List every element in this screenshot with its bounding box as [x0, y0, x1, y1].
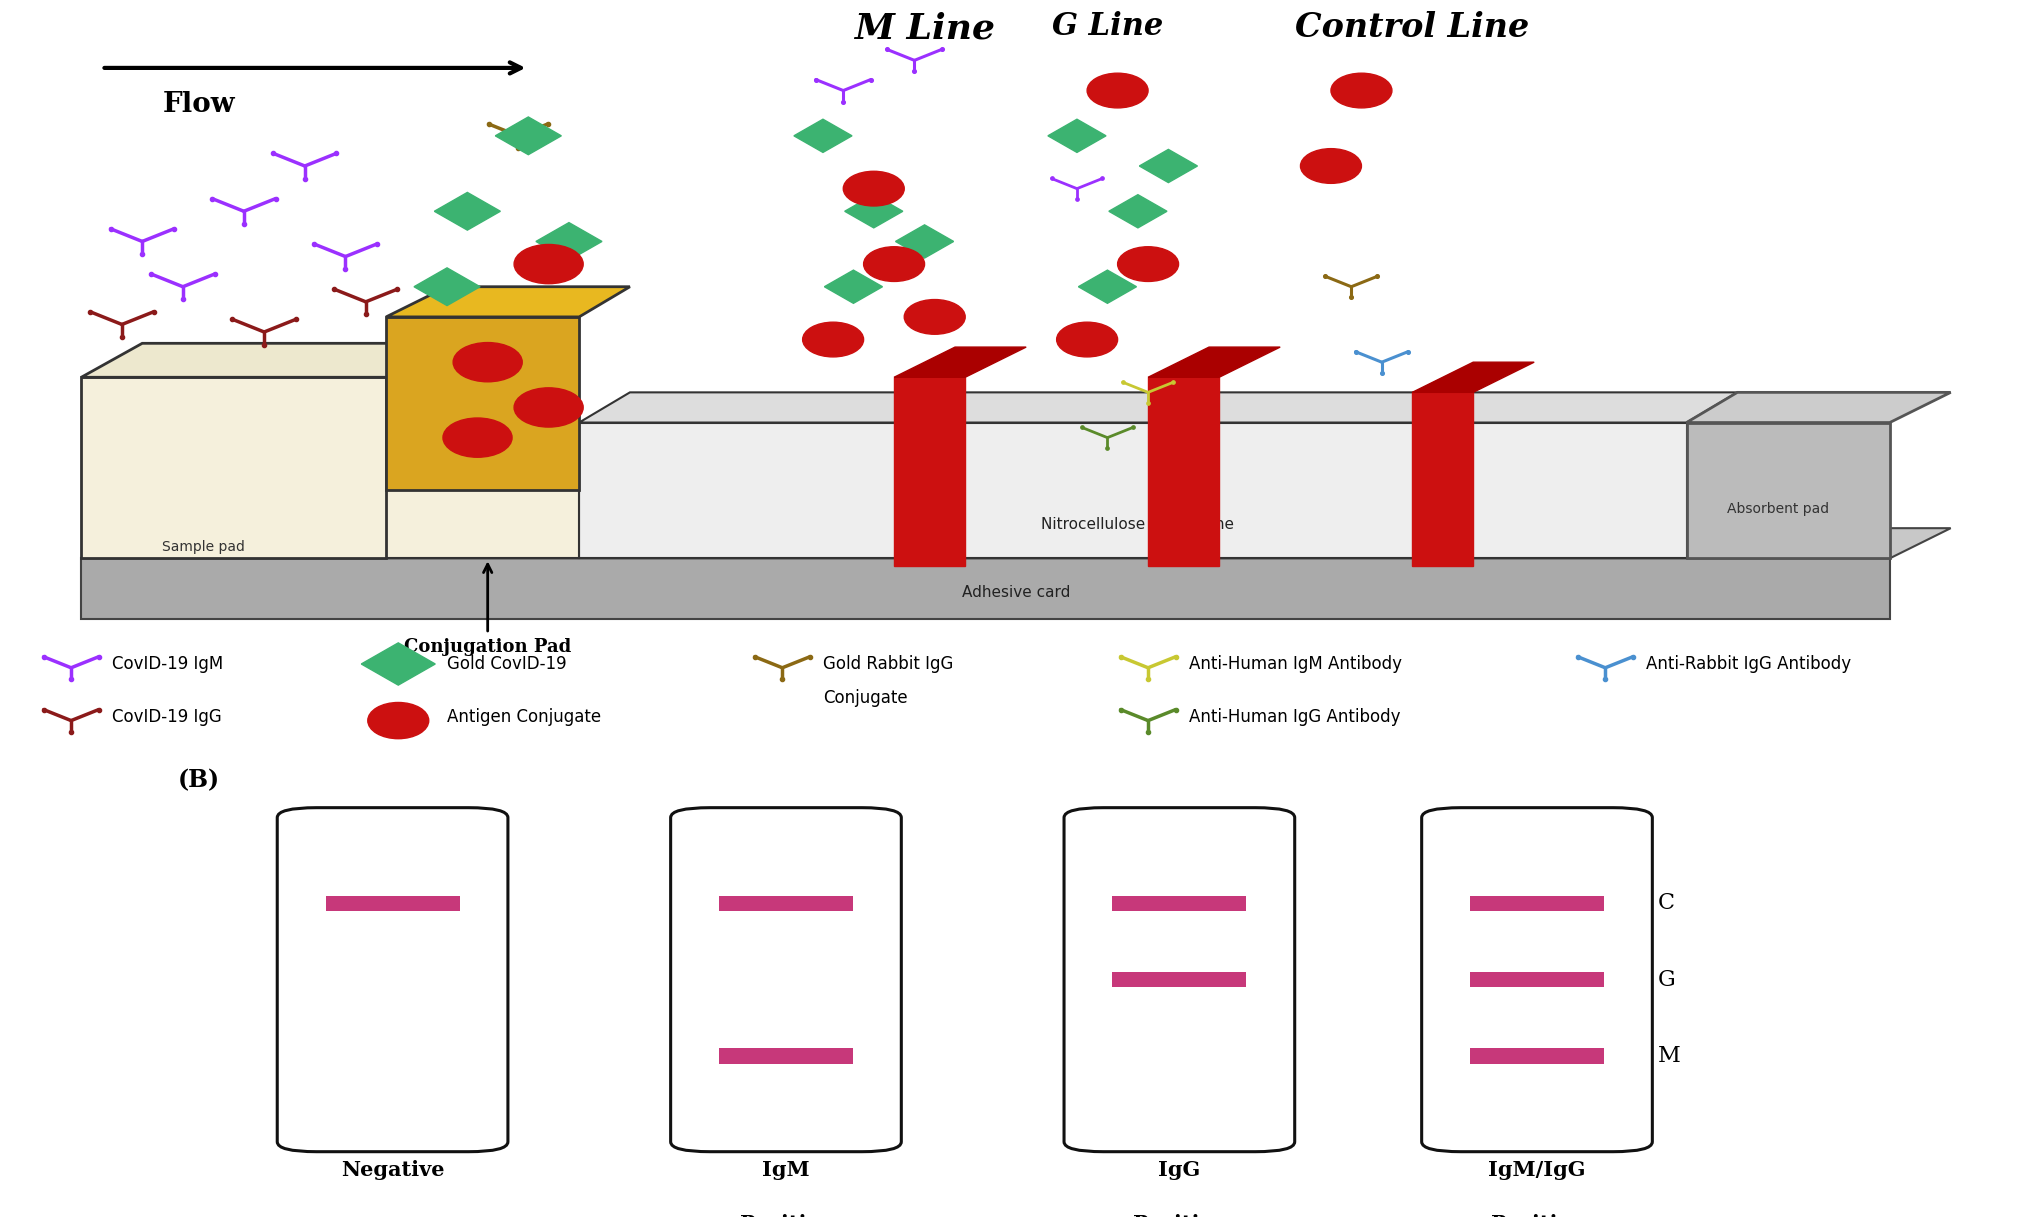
Polygon shape: [415, 268, 480, 305]
Polygon shape: [81, 559, 1890, 618]
Ellipse shape: [904, 299, 965, 335]
Polygon shape: [435, 192, 500, 230]
Text: Anti-Rabbit IgG Antibody: Anti-Rabbit IgG Antibody: [1646, 655, 1851, 673]
Ellipse shape: [368, 702, 429, 739]
Text: IgG: IgG: [1158, 1160, 1201, 1179]
Polygon shape: [386, 316, 579, 490]
FancyBboxPatch shape: [1422, 808, 1652, 1151]
Text: Flow: Flow: [163, 90, 236, 118]
Polygon shape: [1412, 392, 1473, 566]
Bar: [1469, 896, 1603, 912]
Text: CovID-19 IgM: CovID-19 IgM: [112, 655, 224, 673]
Polygon shape: [894, 347, 1026, 377]
Ellipse shape: [1331, 73, 1392, 108]
Text: (B): (B): [179, 768, 219, 792]
Polygon shape: [579, 422, 1687, 559]
Text: Gold CovID-19: Gold CovID-19: [447, 655, 567, 673]
Polygon shape: [496, 117, 561, 155]
Ellipse shape: [514, 245, 583, 284]
Polygon shape: [1148, 377, 1219, 566]
FancyBboxPatch shape: [671, 808, 902, 1151]
Text: Negative: Negative: [341, 1160, 445, 1179]
Text: IgM: IgM: [762, 1160, 811, 1179]
Text: Positive: Positive: [1491, 1213, 1583, 1217]
Polygon shape: [81, 343, 447, 377]
Polygon shape: [1140, 150, 1197, 183]
Polygon shape: [795, 119, 851, 152]
Bar: [1112, 972, 1246, 987]
FancyBboxPatch shape: [1065, 808, 1294, 1151]
Bar: [719, 896, 853, 912]
Ellipse shape: [803, 323, 864, 357]
Text: M Line: M Line: [853, 11, 996, 45]
Text: G: G: [1658, 969, 1676, 991]
Text: Positive: Positive: [740, 1213, 831, 1217]
Text: Gold Rabbit IgG: Gold Rabbit IgG: [823, 655, 953, 673]
Polygon shape: [845, 195, 902, 228]
Polygon shape: [1412, 363, 1534, 392]
Polygon shape: [1148, 347, 1280, 377]
Text: Conjugation Pad: Conjugation Pad: [404, 638, 571, 656]
Text: Conjugate: Conjugate: [823, 689, 908, 707]
Bar: [1469, 972, 1603, 987]
Ellipse shape: [1300, 148, 1361, 184]
Ellipse shape: [453, 342, 522, 382]
Polygon shape: [825, 270, 882, 303]
Bar: [1112, 896, 1246, 912]
Bar: [1469, 1048, 1603, 1064]
Polygon shape: [362, 643, 435, 685]
Polygon shape: [81, 377, 386, 559]
Text: IgM/IgG: IgM/IgG: [1487, 1160, 1585, 1179]
Text: C: C: [1658, 892, 1674, 914]
Polygon shape: [1049, 119, 1105, 152]
Text: Adhesive card: Adhesive card: [961, 585, 1071, 600]
Polygon shape: [1079, 270, 1136, 303]
Ellipse shape: [514, 388, 583, 427]
Ellipse shape: [443, 417, 512, 458]
Ellipse shape: [1057, 323, 1118, 357]
Text: G Line: G Line: [1053, 11, 1162, 43]
FancyBboxPatch shape: [276, 808, 508, 1151]
Text: Antigen Conjugate: Antigen Conjugate: [447, 708, 601, 725]
Polygon shape: [386, 287, 630, 316]
Text: Nitrocellulose membrane: Nitrocellulose membrane: [1042, 517, 1233, 532]
Ellipse shape: [1118, 247, 1179, 281]
Ellipse shape: [843, 172, 904, 206]
Polygon shape: [386, 490, 579, 559]
Polygon shape: [1109, 195, 1166, 228]
Text: Sample pad: Sample pad: [163, 540, 244, 554]
Polygon shape: [1687, 392, 1951, 422]
Polygon shape: [579, 392, 1737, 422]
Polygon shape: [896, 225, 953, 258]
Text: Positive: Positive: [1134, 1213, 1225, 1217]
Polygon shape: [536, 223, 601, 260]
Ellipse shape: [1087, 73, 1148, 108]
Text: Anti-Human IgG Antibody: Anti-Human IgG Antibody: [1189, 708, 1400, 725]
Text: CovID-19 IgG: CovID-19 IgG: [112, 708, 221, 725]
Text: Absorbent pad: Absorbent pad: [1727, 503, 1829, 516]
Polygon shape: [1687, 422, 1890, 559]
Bar: [719, 1048, 853, 1064]
Polygon shape: [894, 377, 965, 566]
Bar: [325, 896, 459, 912]
Ellipse shape: [864, 247, 925, 281]
Text: M: M: [1658, 1045, 1680, 1067]
Polygon shape: [81, 528, 1951, 559]
Text: Control Line: Control Line: [1294, 11, 1530, 44]
Text: Anti-Human IgM Antibody: Anti-Human IgM Antibody: [1189, 655, 1402, 673]
